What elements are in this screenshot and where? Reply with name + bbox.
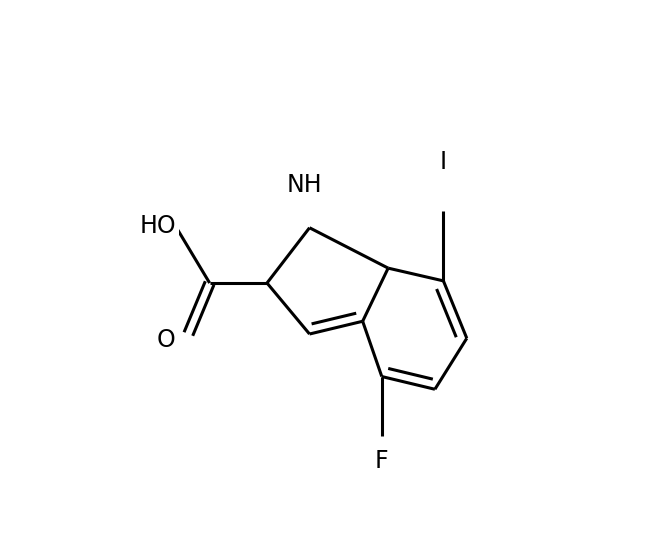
Text: O: O — [157, 328, 175, 352]
Text: I: I — [440, 150, 447, 174]
Text: HO: HO — [140, 214, 176, 237]
Text: F: F — [375, 449, 389, 473]
Text: NH: NH — [287, 173, 322, 197]
